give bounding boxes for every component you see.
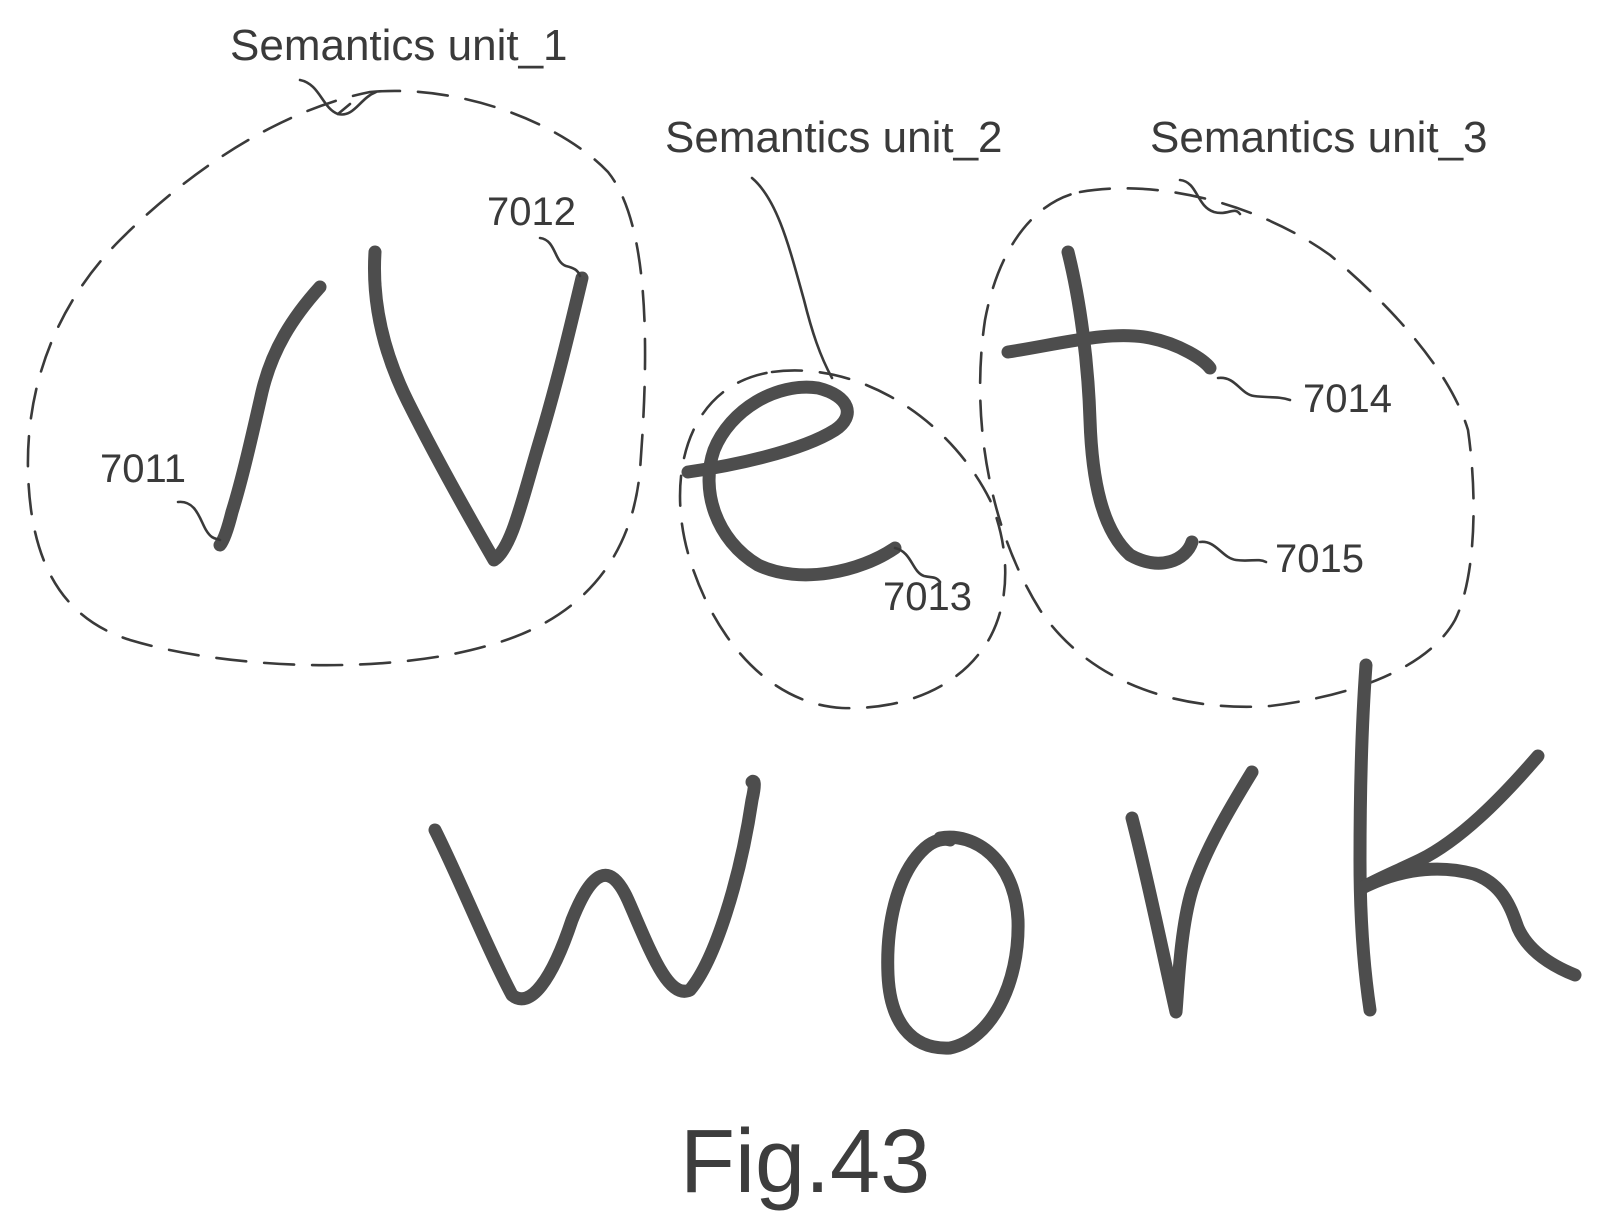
ref-7012-leader <box>540 238 580 276</box>
ref-7011-label: 7011 <box>100 447 186 491</box>
ref-7013-label: 7013 <box>883 575 972 619</box>
stroke-7012 <box>374 252 582 560</box>
figure-label: Fig.43 <box>680 1112 930 1212</box>
ref-7014-leader <box>1218 378 1290 400</box>
letter-w <box>435 781 754 998</box>
stroke-7011 <box>220 287 320 545</box>
ref-7011-leader <box>178 502 220 540</box>
ref-7014-label: 7014 <box>1303 377 1392 421</box>
unit-2-leader <box>752 178 832 378</box>
letter-k-stem <box>1360 665 1370 1010</box>
ref-7012-label: 7012 <box>487 190 576 234</box>
ref-7015-leader <box>1200 542 1266 562</box>
ref-7015-label: 7015 <box>1275 537 1364 581</box>
letter-k-arm <box>1362 756 1575 975</box>
semantic-unit-3-label: Semantics unit_3 <box>1150 113 1488 162</box>
stroke-7015 <box>1068 252 1192 563</box>
stroke-7013 <box>688 387 895 575</box>
semantic-unit-1-label: Semantics unit_1 <box>230 21 568 70</box>
letter-r <box>1132 772 1252 1012</box>
semantic-unit-2-label: Semantics unit_2 <box>665 113 1003 162</box>
semantic-unit-3-boundary <box>980 188 1473 706</box>
stroke-7014 <box>1008 336 1210 368</box>
unit-3-leader <box>1180 180 1240 214</box>
letter-o <box>888 837 1018 1048</box>
